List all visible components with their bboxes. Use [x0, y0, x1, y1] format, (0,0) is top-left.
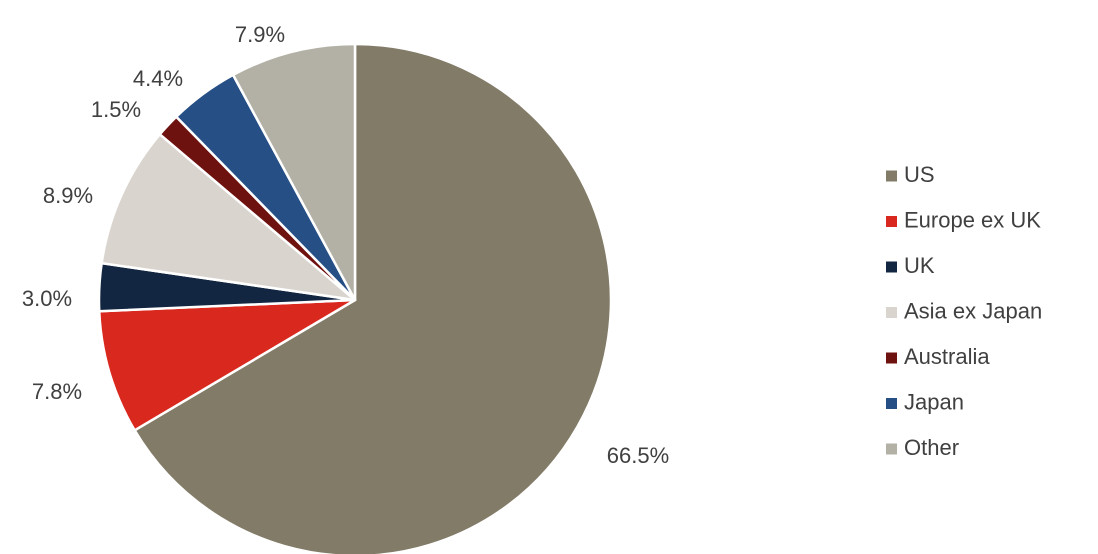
data-label-other: 7.9%: [235, 22, 285, 47]
legend-swatch-asia-ex-japan: [886, 307, 897, 318]
data-label-europe-ex-uk: 7.8%: [32, 379, 82, 404]
pie-slice-other: [231, 42, 357, 302]
legend-label-uk: UK: [904, 253, 935, 278]
legend-swatch-us: [886, 170, 897, 182]
legend-swatch-australia: [886, 352, 897, 364]
pie-slice-us: [133, 42, 613, 554]
data-label-uk: 3.0%: [22, 286, 72, 311]
data-label-asia-ex-japan: 8.9%: [43, 183, 93, 208]
data-label-japan: 4.4%: [133, 66, 183, 91]
legend-label-europe-ex-uk: Europe ex UK: [904, 207, 1041, 232]
data-label-australia: 1.5%: [91, 97, 141, 122]
legend-label-us: US: [904, 162, 935, 187]
pie-slice-europe-ex-uk: [97, 298, 357, 432]
legend-swatch-other: [886, 443, 897, 455]
legend: US Europe ex UK UK Asia ex Japan Australia Ja…: [886, 162, 1042, 460]
data-labels: 66.5% 7.8% 3.0% 8.9% 1.5% 4.4% 7.9%: [22, 22, 669, 468]
legend-label-japan: Japan: [904, 389, 964, 414]
legend-swatch-europe-ex-uk: [886, 216, 897, 227]
pie-slices: [97, 42, 613, 554]
legend-label-australia: Australia: [904, 344, 990, 369]
legend-swatch-uk: [886, 261, 897, 273]
legend-label-asia-ex-japan: Asia ex Japan: [904, 298, 1042, 323]
data-label-us: 66.5%: [607, 443, 669, 468]
pie-slice-asia-ex-japan: [100, 133, 357, 302]
legend-label-other: Other: [904, 435, 959, 460]
legend-swatch-japan: [886, 398, 897, 409]
